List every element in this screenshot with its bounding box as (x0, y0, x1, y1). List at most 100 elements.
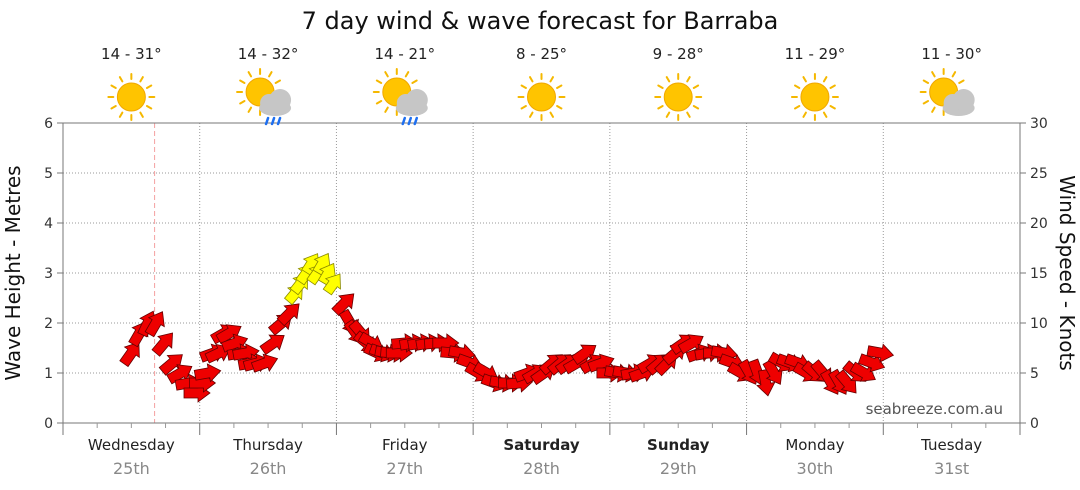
sun-ray (549, 76, 554, 83)
day-name: Tuesday (920, 436, 982, 454)
sun-ray (139, 76, 144, 83)
wind-arrow (571, 344, 597, 366)
day-date: 28th (523, 459, 560, 478)
sun-cloud-rain-icon (236, 68, 292, 126)
day-name: Saturday (503, 436, 580, 454)
sun-ray (686, 111, 691, 118)
chart-title: 7 day wind & wave forecast for Barraba (302, 7, 779, 35)
sun-ray (922, 100, 930, 105)
sun-ray (931, 71, 936, 78)
wind-arrow (193, 363, 222, 383)
sun-ray (951, 71, 957, 78)
wind-arrow (276, 303, 300, 327)
sun-icon (790, 73, 839, 121)
cloud-puff (405, 89, 428, 111)
sun-ray (145, 84, 153, 89)
sun-ray (794, 105, 801, 110)
sun-ray (139, 111, 144, 118)
rain-drop (413, 116, 419, 126)
day-temp-range: 11 - 30° (921, 45, 982, 63)
rain-drop (401, 116, 407, 126)
sun-ray (411, 79, 418, 84)
sun-ray (657, 84, 664, 89)
left-axis-title: Wave Height - Metres (1, 165, 25, 380)
sun-disc (800, 82, 830, 112)
day-name: Thursday (232, 436, 303, 454)
sun-ray (520, 84, 527, 89)
sun-ray (802, 76, 807, 83)
credit-text: seabreeze.com.au (866, 400, 1003, 418)
right-axis-title: Wind Speed - Knots (1055, 175, 1079, 371)
wind-arrow (151, 332, 173, 357)
sun-ray (549, 111, 554, 118)
sun-cloud-icon (919, 68, 975, 116)
wind-arrow (158, 354, 183, 376)
day-temp-range: 14 - 32° (238, 45, 299, 63)
wind-arrow (119, 341, 140, 368)
right-tick-label: 25 (1030, 166, 1048, 182)
day-date: 29th (660, 459, 697, 478)
day-headers: 14 - 31° 14 - 32° 14 - 21° 8 - 25° 9 - 28° 11… (101, 45, 982, 126)
sun-ray (384, 106, 389, 113)
sun-ray (829, 84, 836, 89)
sun-disc (527, 82, 556, 112)
day-name: Sunday (647, 436, 710, 454)
day-name: Monday (785, 436, 844, 454)
sun-ray (375, 100, 383, 105)
day-labels: Wednesday 25th Thursday 26th Friday 27th Satur… (88, 436, 982, 478)
right-tick-label: 30 (1030, 116, 1048, 132)
day-name: Friday (382, 436, 428, 454)
sun-icon (107, 73, 156, 121)
day-temp-range: 9 - 28° (653, 45, 704, 63)
wind-arrow (756, 368, 776, 397)
rain-drop (407, 116, 413, 126)
wind-arrow (866, 343, 895, 363)
left-tick-label: 3 (44, 266, 53, 282)
day-date: 31st (934, 459, 969, 478)
sun-ray (692, 105, 700, 110)
day-temp-range: 14 - 31° (101, 45, 162, 63)
rain-drop (276, 116, 282, 126)
sun-ray (118, 76, 124, 83)
sun-ray (247, 71, 253, 78)
day-temp-range: 11 - 29° (785, 45, 846, 63)
sun-ray (520, 105, 527, 110)
sun-ray (829, 105, 836, 110)
wind-arrow (322, 273, 341, 296)
sun-ray (556, 84, 563, 89)
sun-icon (654, 73, 703, 121)
right-tick-label: 0 (1030, 416, 1039, 432)
sun-ray (239, 100, 246, 105)
wind-arrows (119, 252, 895, 403)
sun-ray (375, 79, 383, 84)
wind-arrow (259, 334, 285, 356)
sun-ray (692, 84, 700, 89)
sun-ray (384, 71, 389, 78)
sun-ray (110, 84, 117, 89)
sun-ray (822, 111, 828, 118)
sun-ray (931, 106, 936, 113)
sun-ray (268, 71, 273, 78)
sun-ray (404, 71, 410, 78)
wind-arrow (144, 311, 165, 338)
day-temp-range: 14 - 21° (374, 45, 435, 63)
sun-ray (657, 105, 664, 110)
sun-ray (118, 111, 124, 118)
sun-ray (145, 105, 153, 110)
left-tick-label: 6 (44, 116, 53, 132)
sun-disc (663, 82, 693, 112)
day-name: Wednesday (88, 436, 175, 454)
wind-arrow (250, 353, 279, 373)
rain-drop (270, 116, 276, 126)
wind-arrow (857, 353, 886, 373)
day-date: 25th (113, 459, 150, 478)
right-tick-label: 15 (1030, 266, 1048, 282)
sun-ray (556, 105, 563, 110)
sun-ray (274, 79, 281, 84)
cloud-puff (952, 89, 975, 111)
day-temp-range: 8 - 25° (516, 45, 567, 63)
left-axis: 0 1 2 3 4 5 6 (44, 116, 1021, 435)
day-date: 26th (250, 459, 287, 478)
left-tick-label: 4 (44, 216, 53, 232)
